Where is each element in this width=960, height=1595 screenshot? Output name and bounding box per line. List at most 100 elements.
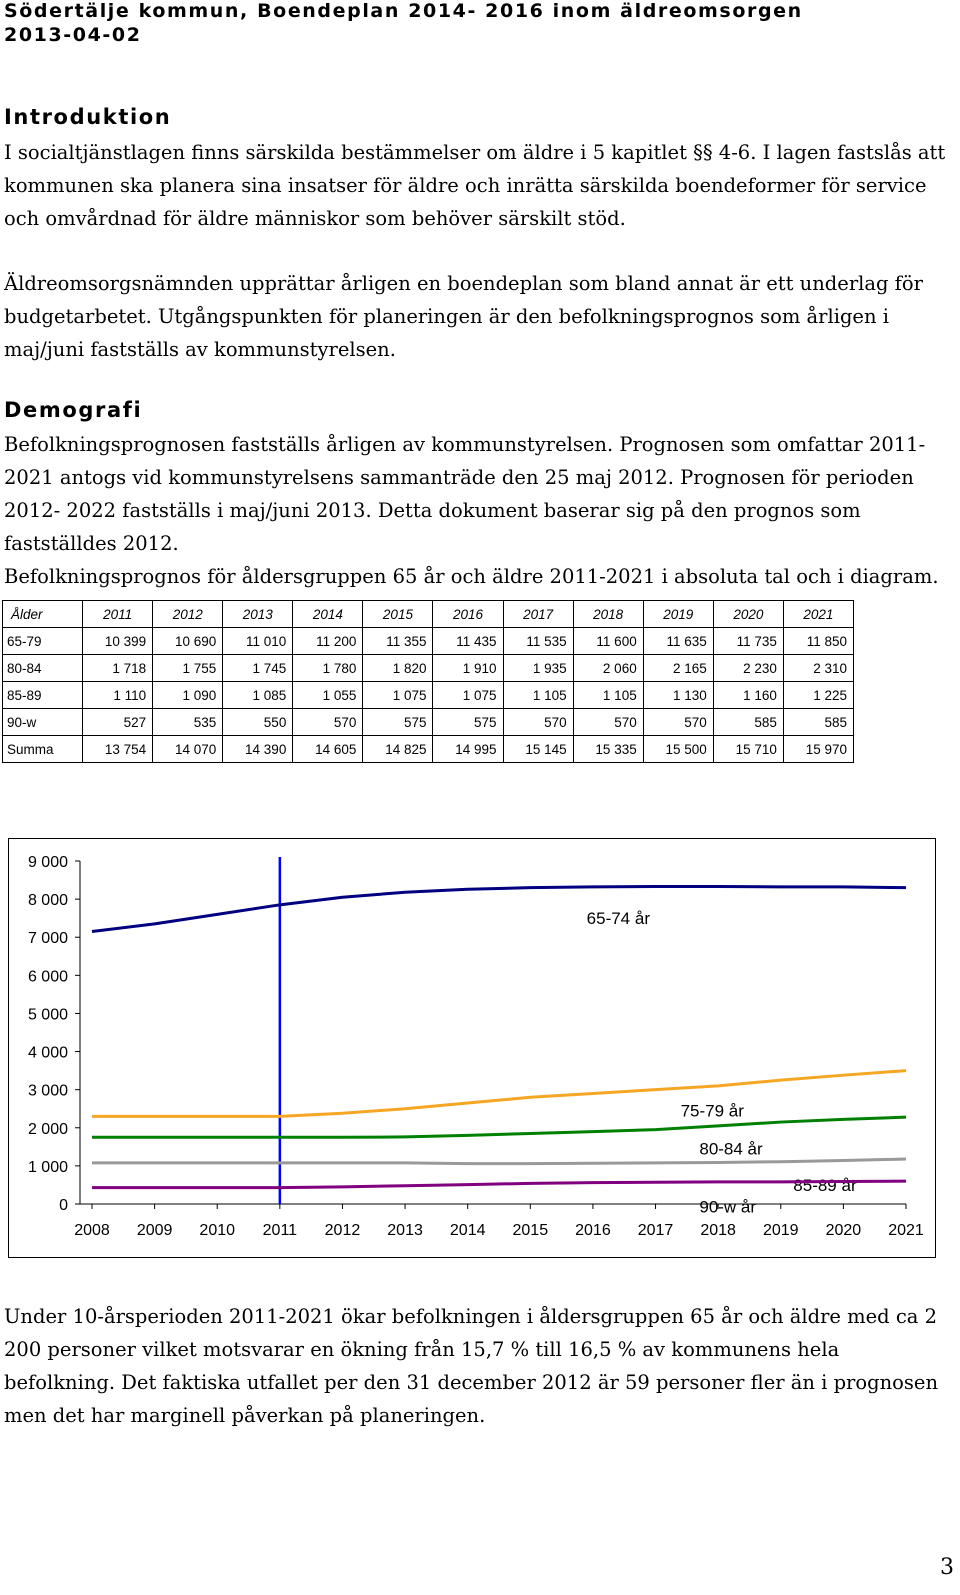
y-tick-label: 9 000 <box>28 854 68 871</box>
table-cell: 570 <box>502 708 574 736</box>
table-header-cell: 2020 <box>712 600 784 628</box>
table-cell: 2 230 <box>712 654 784 682</box>
series-line-2 <box>92 1069 907 1118</box>
table-cell: 585 <box>782 708 855 736</box>
table-header-cell: 2016 <box>432 600 504 628</box>
y-tick-label: 1 000 <box>28 1159 68 1176</box>
population-line-chart: 0 1 000 2 000 3 000 4 000 5 000 6 000 7 000 8 00… <box>8 838 936 1258</box>
table-header-cell: 2018 <box>572 600 644 628</box>
y-tick-label: 5 000 <box>28 1006 68 1023</box>
intro-paragraph-2: Äldreomsorgsnämnden upprättar årligen en… <box>4 272 923 361</box>
table-cell: 15 500 <box>642 735 714 763</box>
table-row-label: 80-84 <box>1 654 84 682</box>
table-cell: 1 935 <box>502 654 574 682</box>
table-cell: 570 <box>292 708 364 736</box>
table-cell: 14 605 <box>292 735 364 763</box>
table-row-label: 90-w <box>1 708 84 736</box>
table-cell: 15 145 <box>502 735 574 763</box>
table-cell: 1 745 <box>222 654 294 682</box>
table-cell: 1 160 <box>712 681 784 709</box>
x-tick-label: 2015 <box>513 1222 549 1239</box>
table-cell: 15 970 <box>782 735 855 763</box>
table-cell: 575 <box>432 708 504 736</box>
x-tick-label: 2009 <box>137 1222 173 1239</box>
table-row-label: 65-79 <box>1 627 84 655</box>
table-cell: 1 085 <box>222 681 294 709</box>
table-cell: 1 090 <box>152 681 224 709</box>
table-row: 85-89 1 110 1 090 1 085 1 055 1 075 1 075 1 105… <box>1 681 855 709</box>
series-label: 75-79 år <box>681 1102 745 1121</box>
x-tick-label: 2019 <box>763 1222 799 1239</box>
x-tick-label: 2014 <box>450 1222 486 1239</box>
y-tick-label: 8 000 <box>28 892 68 909</box>
series-label: 65-74 år <box>587 909 651 928</box>
series-line-3 <box>92 1115 907 1139</box>
table-header-cell: 2013 <box>222 600 294 628</box>
table-cell: 10 690 <box>152 627 224 655</box>
x-tick-label: 2013 <box>387 1222 423 1239</box>
page-number: 3 <box>940 1555 954 1580</box>
series-line-5 <box>92 1179 907 1190</box>
table-cell: 1 075 <box>362 681 434 709</box>
heading-introduktion: Introduktion <box>4 105 172 129</box>
x-tick-label: 2008 <box>74 1222 110 1239</box>
table-cell: 11 355 <box>362 627 434 655</box>
population-forecast-table-wrapper: Ålder 2011 2012 2013 2014 2015 2016 2017… <box>1 600 855 763</box>
x-tick-label: 2012 <box>325 1222 361 1239</box>
document-header-title: Södertälje kommun, Boendeplan 2014- 2016… <box>4 0 803 22</box>
table-cell: 14 825 <box>362 735 434 763</box>
demografi-paragraph-2: Befolkningsprognos för åldersgruppen 65 … <box>4 565 939 588</box>
table-cell: 11 435 <box>432 627 504 655</box>
table-cell: 11 010 <box>222 627 294 655</box>
table-header-cell: Ålder <box>1 600 84 628</box>
x-tick-label: 2011 <box>263 1222 298 1239</box>
y-tick-label: 0 <box>59 1197 68 1214</box>
table-cell: 570 <box>572 708 644 736</box>
y-tick-label: 4 000 <box>28 1045 68 1062</box>
series-label: 90-w år <box>699 1197 756 1216</box>
table-cell: 1 910 <box>432 654 504 682</box>
table-header-cell: 2019 <box>642 600 714 628</box>
table-cell: 14 390 <box>222 735 294 763</box>
x-tick-label: 2010 <box>199 1222 235 1239</box>
table-cell: 11 850 <box>782 627 855 655</box>
table-cell: 15 335 <box>572 735 644 763</box>
table-cell: 1 225 <box>782 681 855 709</box>
intro-paragraph-1: I socialtjänstlagen finns särskilda best… <box>4 141 946 230</box>
table-cell: 1 130 <box>642 681 714 709</box>
table-cell: 1 718 <box>82 654 154 682</box>
y-tick-label: 7 000 <box>28 930 68 947</box>
table-cell: 1 075 <box>432 681 504 709</box>
table-cell: 10 399 <box>82 627 154 655</box>
y-tick-label: 6 000 <box>28 968 68 985</box>
x-tick-label: 2017 <box>638 1222 674 1239</box>
table-cell: 14 070 <box>152 735 224 763</box>
table-row: 80-84 1 718 1 755 1 745 1 780 1 820 1 910 1 935… <box>1 654 855 682</box>
table-cell: 535 <box>152 708 224 736</box>
table-cell: 13 754 <box>82 735 154 763</box>
table-header-cell: 2011 <box>82 600 154 628</box>
table-cell: 1 780 <box>292 654 364 682</box>
table-cell: 575 <box>362 708 434 736</box>
table-cell: 1 110 <box>82 681 154 709</box>
table-header-cell: 2012 <box>152 600 224 628</box>
conclusion-paragraph: Under 10-årsperioden 2011-2021 ökar befo… <box>4 1305 939 1427</box>
table-cell: 14 995 <box>432 735 504 763</box>
table-cell: 11 635 <box>642 627 714 655</box>
x-tick-label: 2016 <box>575 1222 611 1239</box>
table-row: 65-79 10 399 10 690 11 010 11 200 11 355 11 43… <box>1 627 855 655</box>
y-tick-label: 2 000 <box>28 1121 68 1138</box>
table-cell: 2 060 <box>572 654 644 682</box>
table-cell: 1 105 <box>502 681 574 709</box>
table-cell: 1 755 <box>152 654 224 682</box>
series-line-4 <box>92 1157 907 1166</box>
series-label: 85-89 år <box>793 1176 857 1195</box>
table-row-label: 85-89 <box>1 681 84 709</box>
table-header-cell: 2014 <box>292 600 364 628</box>
table-cell: 570 <box>642 708 714 736</box>
table-header-cell: 2015 <box>362 600 434 628</box>
table-cell: 11 535 <box>502 627 574 655</box>
table-cell: 585 <box>712 708 784 736</box>
table-cell: 550 <box>222 708 294 736</box>
table-cell: 11 200 <box>292 627 364 655</box>
